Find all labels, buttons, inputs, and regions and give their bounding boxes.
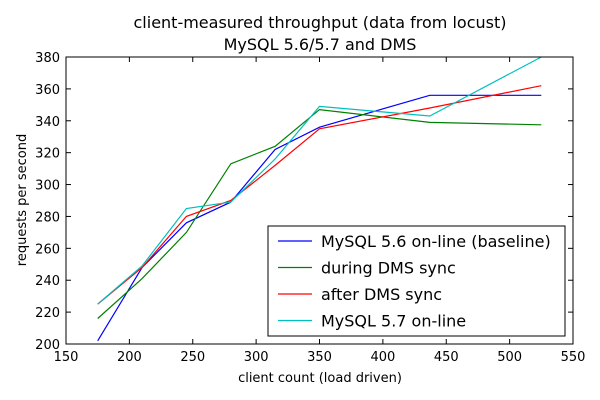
y-tick-label: 360	[35, 83, 60, 98]
x-tick-label: 400	[370, 350, 395, 365]
x-tick-label: 200	[117, 350, 142, 365]
legend-label: after DMS sync	[321, 285, 442, 304]
x-tick-label: 350	[307, 350, 332, 365]
x-tick-label: 250	[180, 350, 205, 365]
y-tick-label: 380	[35, 51, 60, 66]
legend-items: MySQL 5.6 on-line (baseline) during DMS s…	[278, 232, 551, 331]
x-tick-label: 450	[434, 350, 459, 365]
chart-title: client-measured throughput (data from lo…	[134, 13, 507, 32]
y-axis-label: requests per second	[15, 134, 30, 266]
legend: MySQL 5.6 on-line (baseline) during DMS s…	[267, 225, 566, 337]
y-tick-label: 320	[35, 147, 60, 162]
y-tick-label: 240	[35, 274, 60, 289]
series-layer	[97, 56, 542, 342]
y-tick-label: 220	[35, 306, 60, 321]
x-axis-label: client count (load driven)	[238, 371, 402, 386]
x-tick-label: 500	[497, 350, 522, 365]
chart-subtitle: MySQL 5.6/5.7 and DMS	[224, 35, 417, 54]
series-line	[97, 94, 542, 342]
x-tick-label: 150	[54, 350, 79, 365]
series-line	[97, 56, 542, 305]
series-line	[97, 85, 542, 305]
legend-box	[267, 225, 566, 337]
legend-label: MySQL 5.7 on-line	[321, 312, 466, 331]
y-tick-label: 300	[35, 179, 60, 194]
y-tick-label: 260	[35, 242, 60, 257]
series-line	[97, 108, 542, 319]
legend-label: MySQL 5.6 on-line (baseline)	[321, 232, 551, 251]
y-tick-label: 280	[35, 210, 60, 225]
y-tick-label: 340	[35, 115, 60, 130]
x-tick-label: 300	[244, 350, 269, 365]
x-tick-label: 550	[561, 350, 586, 365]
legend-label: during DMS sync	[321, 259, 456, 278]
y-tick-label: 200	[35, 338, 60, 353]
ticks-layer: 150 200 250 300 350 400 450 500 5502002202402602…	[35, 51, 585, 365]
